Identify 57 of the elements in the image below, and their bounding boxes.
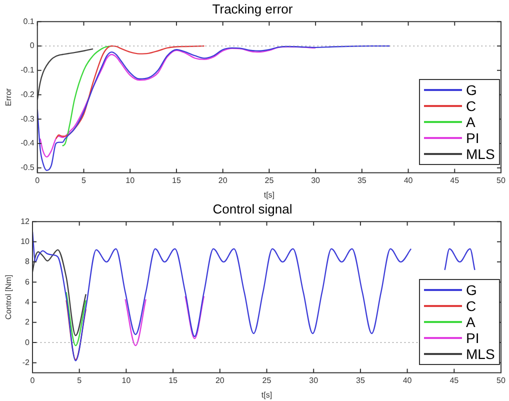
x-tick-label: 40 xyxy=(404,176,414,185)
x-tick-label: 15 xyxy=(172,176,182,185)
x-tick-label: 25 xyxy=(262,376,272,385)
y-tick-label: 0 xyxy=(30,41,35,50)
line-series xyxy=(37,45,390,171)
x-tick-label: 10 xyxy=(126,176,136,185)
x-tick-label: 50 xyxy=(496,376,506,385)
y-tick-label: -0.5 xyxy=(20,163,35,172)
line-series xyxy=(40,46,316,158)
x-tick-label: 30 xyxy=(311,176,321,185)
x-tick-label: 35 xyxy=(357,176,367,185)
legend-label: PI xyxy=(466,130,480,146)
x-tick-label: 20 xyxy=(218,176,228,185)
y-axis-title: Control [Nm] xyxy=(4,274,14,320)
x-tick-label: 20 xyxy=(215,376,225,385)
line-series xyxy=(32,249,87,336)
legend-label: C xyxy=(466,298,476,314)
y-tick-label: 2 xyxy=(25,318,30,327)
y-axis-title: Error xyxy=(4,88,14,106)
y-tick-label: -0.2 xyxy=(20,90,35,99)
y-tick-label: 12 xyxy=(20,216,30,226)
x-tick-label: 50 xyxy=(496,176,506,185)
legend-label: MLS xyxy=(466,146,495,162)
line-series xyxy=(37,48,94,100)
x-tick-label: 30 xyxy=(309,376,319,385)
legend-label: PI xyxy=(466,330,480,346)
y-tick-label: -0.4 xyxy=(20,138,35,148)
legend-label: A xyxy=(466,314,476,330)
legend-label: A xyxy=(466,114,476,130)
x-tick-label: 35 xyxy=(356,376,366,385)
x-tick-label: 10 xyxy=(122,376,132,385)
x-axis-title: t[s] xyxy=(261,390,272,400)
y-tick-label: 4 xyxy=(25,297,30,306)
x-tick-label: 5 xyxy=(77,376,82,385)
legend-label: MLS xyxy=(466,346,495,362)
legend-label: G xyxy=(466,82,477,98)
x-tick-label: 40 xyxy=(402,376,412,385)
x-axis-title: t[s] xyxy=(264,190,275,200)
y-tick-label: 10 xyxy=(20,236,30,246)
x-tick-label: 45 xyxy=(450,176,460,185)
legend-label: C xyxy=(466,98,476,114)
y-tick-label: -2 xyxy=(22,358,30,367)
line-series xyxy=(62,45,112,147)
y-tick-label: 0.1 xyxy=(23,16,35,26)
chart-title: Tracking error xyxy=(212,1,294,16)
chart-title: Control signal xyxy=(212,201,292,216)
y-tick-label: -0.3 xyxy=(20,114,35,124)
legend-label: G xyxy=(466,282,477,298)
x-tick-label: 25 xyxy=(264,176,274,185)
y-tick-label: 6 xyxy=(25,277,30,286)
y-tick-label: 0 xyxy=(25,338,30,347)
y-tick-label: -0.1 xyxy=(20,66,35,75)
y-tick-label: 8 xyxy=(25,257,30,266)
x-tick-label: 5 xyxy=(82,176,87,185)
x-tick-label: 15 xyxy=(168,376,178,385)
x-tick-label: 45 xyxy=(450,376,460,385)
line-series xyxy=(55,45,205,140)
